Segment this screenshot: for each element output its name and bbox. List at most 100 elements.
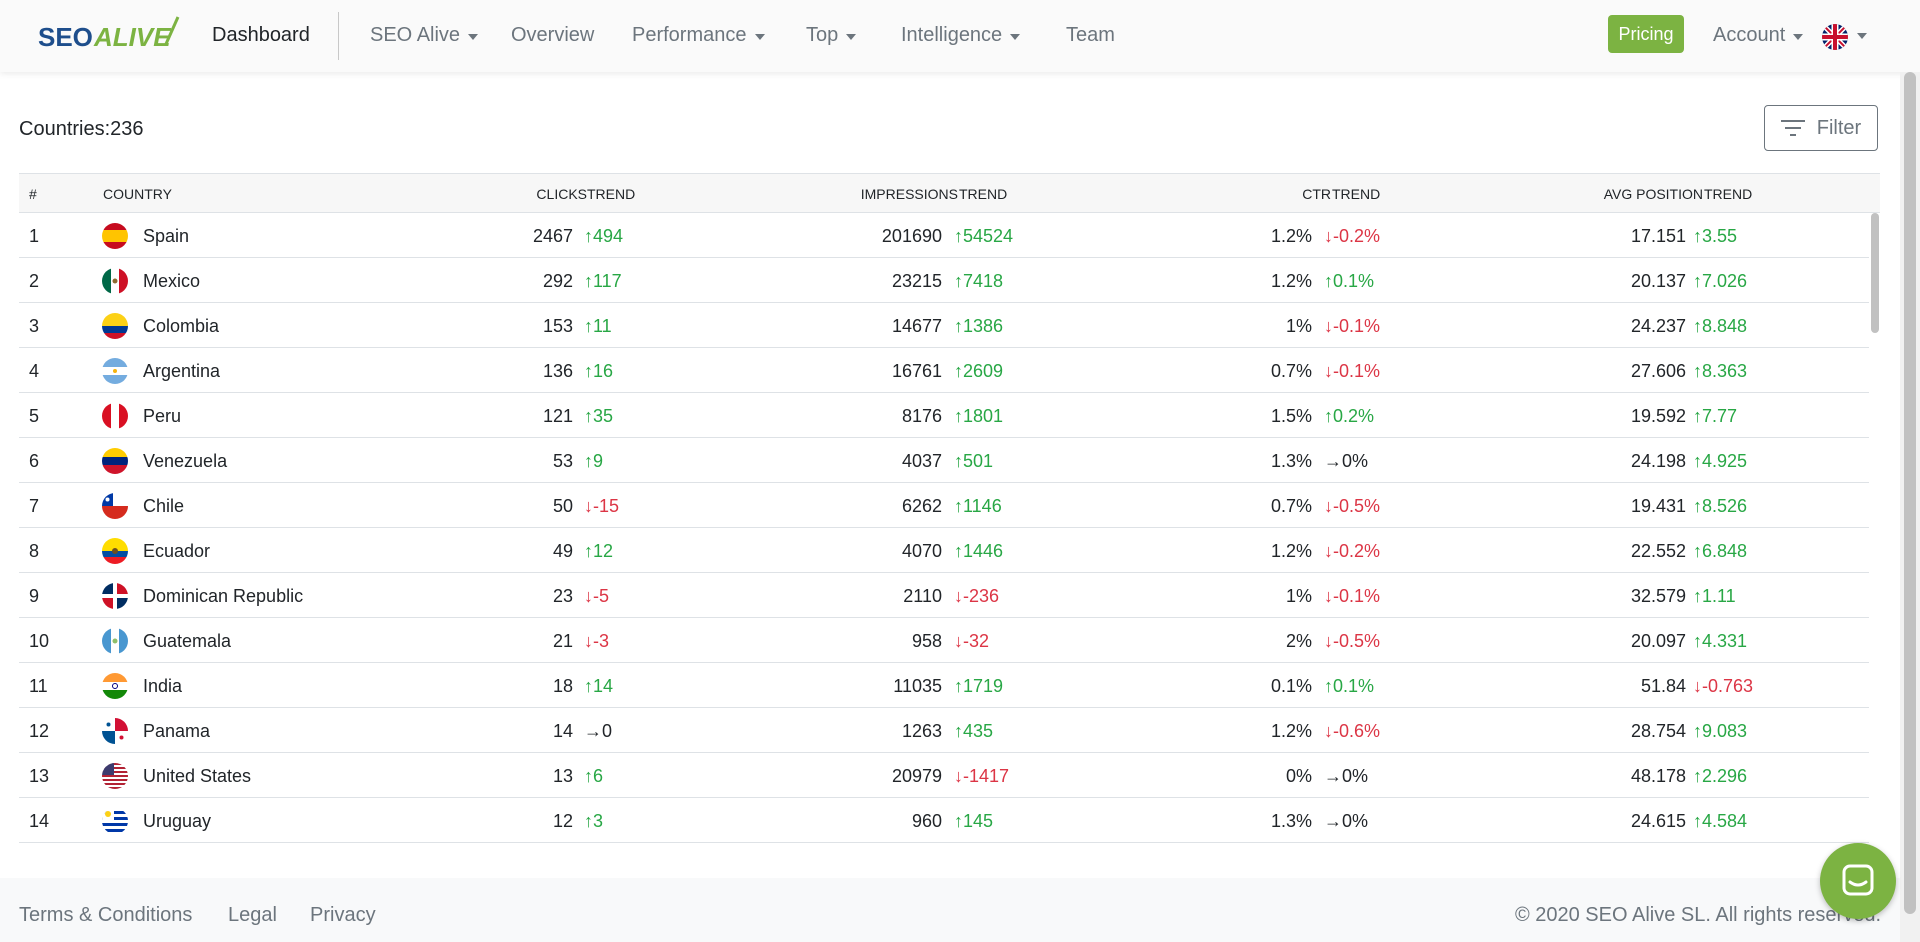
- country-name[interactable]: Colombia: [143, 316, 220, 336]
- position-trend: ↑2.296: [1693, 766, 1748, 786]
- country-name[interactable]: Peru: [143, 406, 182, 426]
- country-name[interactable]: Guatemala: [143, 631, 232, 651]
- clicks-value: 12: [552, 811, 573, 831]
- impressions-trend: ↑1386: [954, 316, 1004, 336]
- country-name[interactable]: Argentina: [143, 361, 221, 381]
- impressions-value: 2110: [903, 586, 942, 606]
- col-impressions-trend[interactable]: TREND: [959, 186, 1008, 202]
- clicks-trend: →0: [584, 721, 613, 741]
- table-row[interactable]: 4 Argentina 136 ↑16 16761 ↑2609 0.7% ↓-0…: [19, 348, 1869, 393]
- impressions-value: 11035: [893, 676, 942, 696]
- clicks-trend: ↓-5: [584, 586, 610, 606]
- page-scrollbar-thumb[interactable]: [1904, 72, 1916, 914]
- nav-account[interactable]: Account: [1713, 24, 1804, 47]
- nav-team[interactable]: Team: [1066, 24, 1115, 46]
- row-rank: 13: [29, 766, 50, 786]
- impressions-trend: ↑54524: [954, 226, 1014, 246]
- col-avg-position[interactable]: AVG POSITION: [1603, 186, 1703, 202]
- filter-button[interactable]: Filter: [1764, 105, 1878, 151]
- table-row[interactable]: 6 Venezuela 53 ↑9 4037 ↑501 1.3% →0% 24.…: [19, 438, 1869, 483]
- logo-text-seo: SEO: [38, 22, 93, 52]
- country-name[interactable]: Ecuador: [143, 541, 211, 561]
- country-name[interactable]: India: [143, 676, 183, 696]
- table-row[interactable]: 8 Ecuador 49 ↑12 4070 ↑1446 1.2% ↓-0.2% …: [19, 528, 1869, 573]
- country-name[interactable]: Panama: [143, 721, 211, 741]
- table-row[interactable]: 9 Dominican Republic 23 ↓-5 2110 ↓-236 1…: [19, 573, 1869, 618]
- chevron-down-icon[interactable]: [1857, 33, 1867, 39]
- col-ctr-trend[interactable]: TREND: [1332, 186, 1381, 202]
- impressions-trend: ↑1446: [954, 541, 1004, 561]
- table-row[interactable]: 5 Peru 121 ↑35 8176 ↑1801 1.5% ↑0.2% 19.…: [19, 393, 1869, 438]
- table-row[interactable]: 1 Spain 2467 ↑494 201690 ↑54524 1.2% ↓-0…: [19, 213, 1869, 258]
- nav-intelligence[interactable]: Intelligence: [901, 24, 1021, 47]
- footer-legal-link[interactable]: Legal: [228, 904, 277, 926]
- impressions-trend: ↑1146: [954, 496, 1002, 516]
- impressions-trend: ↓-32: [954, 631, 990, 651]
- col-rank[interactable]: #: [29, 186, 37, 202]
- col-clicks[interactable]: CLICKS: [536, 186, 587, 202]
- nav-seo-alive[interactable]: SEO Alive: [370, 24, 479, 47]
- col-impressions[interactable]: IMPRESSIONS: [860, 186, 958, 202]
- footer-terms-link[interactable]: Terms & Conditions: [19, 904, 193, 926]
- table-scrollbar[interactable]: [1869, 213, 1880, 843]
- chat-button[interactable]: [1820, 843, 1896, 919]
- impressions-value: 6262: [901, 496, 942, 516]
- ctr-trend: ↓-0.6%: [1324, 721, 1381, 741]
- position-trend: ↑6.848: [1693, 541, 1748, 561]
- ctr-trend: →0%: [1324, 766, 1369, 786]
- clicks-trend: ↑35: [584, 406, 614, 426]
- col-position-trend[interactable]: TREND: [1704, 186, 1753, 202]
- impressions-trend: ↑1801: [954, 406, 1004, 426]
- clicks-trend: ↑16: [584, 361, 614, 381]
- nav-dashboard[interactable]: Dashboard: [212, 24, 310, 46]
- clicks-value: 13: [552, 766, 573, 786]
- impressions-trend: ↑145: [954, 811, 994, 831]
- nav-overview[interactable]: Overview: [511, 24, 595, 46]
- impressions-value: 20979: [891, 766, 942, 786]
- ctr-trend: ↑0.2%: [1324, 406, 1375, 426]
- impressions-value: 8176: [901, 406, 942, 426]
- filter-label: Filter: [1816, 116, 1862, 139]
- position-trend: ↑4.331: [1693, 631, 1748, 651]
- table-row[interactable]: 13 United States 13 ↑6 20979 ↓-1417 0% →…: [19, 753, 1869, 798]
- impressions-trend: ↑435: [954, 721, 994, 741]
- table-row[interactable]: 10 Guatemala 21 ↓-3 958 ↓-32 2% ↓-0.5% 2…: [19, 618, 1869, 663]
- col-clicks-trend[interactable]: TREND: [587, 186, 636, 202]
- page-scrollbar[interactable]: [1900, 72, 1920, 942]
- nav-top[interactable]: Top: [806, 24, 857, 47]
- impressions-trend: ↑2609: [954, 361, 1004, 381]
- country-name[interactable]: Chile: [143, 496, 185, 516]
- country-name[interactable]: Venezuela: [143, 451, 228, 471]
- nav-performance[interactable]: Performance: [632, 24, 765, 47]
- position-trend: ↓-0.763: [1693, 676, 1754, 696]
- ctr-value: 0.7%: [1270, 496, 1312, 516]
- country-name[interactable]: Dominican Republic: [143, 586, 304, 606]
- impressions-trend: ↑7418: [954, 271, 1004, 291]
- country-flag-icon: [102, 673, 128, 699]
- table-row[interactable]: 3 Colombia 153 ↑11 14677 ↑1386 1% ↓-0.1%…: [19, 303, 1869, 348]
- position-trend: ↑7.77: [1693, 406, 1738, 426]
- seo-alive-logo[interactable]: SEO ALIVE: [38, 14, 180, 54]
- ctr-value: 1.2%: [1270, 541, 1312, 561]
- chevron-down-icon: [468, 33, 479, 40]
- country-name[interactable]: United States: [143, 766, 252, 786]
- table-row[interactable]: 7 Chile 50 ↓-15 6262 ↑1146 0.7% ↓-0.5% 1…: [19, 483, 1869, 528]
- table-row[interactable]: 12 Panama 14 →0 1263 ↑435 1.2% ↓-0.6% 28…: [19, 708, 1869, 753]
- table-row[interactable]: 14 Uruguay 12 ↑3 960 ↑145 1.3% →0% 24.61…: [19, 798, 1869, 843]
- table-row[interactable]: 11 India 18 ↑14 11035 ↑1719 0.1% ↑0.1% 5…: [19, 663, 1869, 708]
- avg-position-value: 28.754: [1630, 721, 1686, 741]
- impressions-trend: ↓-236: [954, 586, 1000, 606]
- pricing-button[interactable]: Pricing: [1608, 15, 1684, 53]
- country-name[interactable]: Mexico: [143, 271, 201, 291]
- footer-privacy-link[interactable]: Privacy: [310, 904, 376, 926]
- nav-divider: [338, 12, 339, 60]
- country-name[interactable]: Uruguay: [143, 811, 212, 831]
- row-rank: 14: [29, 811, 50, 831]
- col-country[interactable]: COUNTRY: [103, 186, 172, 202]
- uk-flag-icon[interactable]: [1822, 24, 1848, 50]
- country-name[interactable]: Spain: [143, 226, 190, 246]
- ctr-trend: ↓-0.2%: [1324, 226, 1381, 246]
- table-row[interactable]: 2 Mexico 292 ↑117 23215 ↑7418 1.2% ↑0.1%…: [19, 258, 1869, 303]
- col-ctr[interactable]: CTR: [1302, 186, 1331, 202]
- table-scrollbar-thumb[interactable]: [1871, 213, 1879, 333]
